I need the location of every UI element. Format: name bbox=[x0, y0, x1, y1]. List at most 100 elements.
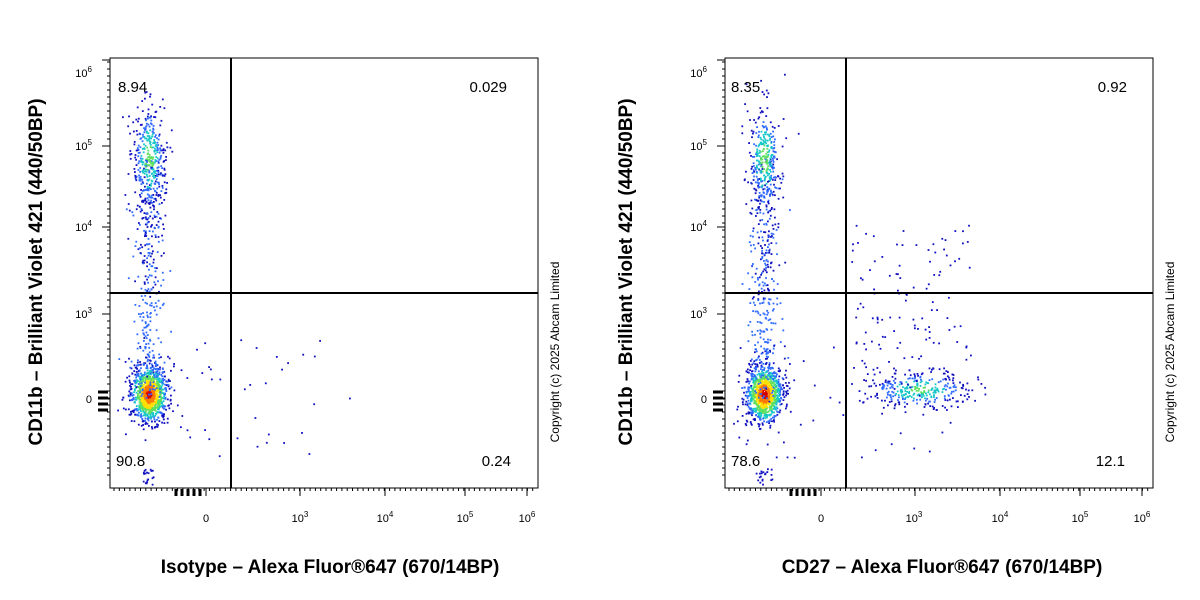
event-dot bbox=[151, 201, 154, 204]
event-dot bbox=[144, 386, 146, 389]
event-dot bbox=[751, 330, 753, 333]
event-dot bbox=[881, 256, 884, 258]
event-dot bbox=[148, 153, 151, 156]
event-dot bbox=[127, 237, 130, 240]
event-dot bbox=[949, 421, 952, 424]
event-dot bbox=[765, 363, 767, 365]
event-dot bbox=[140, 137, 143, 140]
event-dot bbox=[139, 392, 141, 395]
event-dot bbox=[765, 205, 768, 208]
event-dot bbox=[919, 385, 922, 387]
event-dot bbox=[751, 375, 753, 378]
event-dot bbox=[760, 138, 763, 141]
event-dot bbox=[170, 394, 172, 397]
event-dot bbox=[929, 260, 931, 263]
event-dot bbox=[757, 399, 760, 402]
event-dot bbox=[759, 211, 762, 214]
event-dot bbox=[166, 398, 169, 401]
event-dot bbox=[752, 388, 755, 391]
event-dot bbox=[139, 347, 142, 349]
event-dot bbox=[754, 167, 757, 169]
event-dot bbox=[956, 400, 959, 403]
event-dot bbox=[761, 381, 763, 383]
event-dot bbox=[756, 387, 758, 390]
event-dot bbox=[767, 384, 770, 387]
event-dot bbox=[941, 405, 944, 407]
event-dot bbox=[161, 383, 164, 386]
event-dot bbox=[158, 407, 160, 410]
event-dot bbox=[761, 376, 764, 379]
event-dot bbox=[153, 116, 155, 118]
event-dot bbox=[147, 221, 150, 223]
event-dot bbox=[764, 402, 766, 404]
event-dot bbox=[759, 412, 762, 414]
event-dot bbox=[767, 374, 770, 377]
event-dot bbox=[144, 482, 147, 485]
event-dot bbox=[751, 397, 753, 399]
event-dot bbox=[759, 107, 762, 109]
event-dot bbox=[863, 379, 865, 381]
quadrant-lower-left: 78.6 bbox=[731, 453, 760, 470]
event-dot bbox=[770, 236, 772, 238]
event-dot bbox=[767, 338, 769, 341]
event-dot bbox=[768, 422, 770, 424]
event-dot bbox=[155, 387, 158, 390]
event-dot bbox=[760, 410, 762, 413]
event-dot bbox=[962, 242, 964, 245]
event-dot bbox=[762, 412, 765, 414]
event-dot bbox=[915, 244, 918, 246]
event-dot bbox=[754, 304, 756, 306]
event-dot bbox=[758, 276, 761, 279]
event-dot bbox=[167, 380, 170, 382]
event-dot bbox=[751, 172, 754, 174]
event-dot bbox=[759, 202, 761, 205]
event-dot bbox=[155, 313, 158, 316]
event-dot bbox=[767, 155, 769, 158]
event-dot bbox=[150, 156, 153, 158]
event-dot bbox=[749, 380, 751, 383]
event-dot bbox=[137, 155, 140, 158]
event-dot bbox=[939, 270, 942, 273]
event-dot bbox=[129, 392, 132, 395]
event-dot bbox=[149, 95, 151, 98]
event-dot bbox=[139, 178, 142, 180]
event-dot bbox=[741, 387, 743, 389]
event-dot bbox=[772, 309, 774, 312]
event-dot bbox=[755, 385, 758, 388]
event-dot bbox=[768, 406, 771, 409]
event-dot bbox=[866, 373, 869, 375]
event-dot bbox=[933, 394, 935, 397]
event-dot bbox=[762, 372, 765, 375]
event-dot bbox=[139, 252, 142, 254]
event-dot bbox=[129, 150, 132, 152]
event-dot bbox=[897, 401, 900, 404]
event-dot bbox=[144, 335, 147, 338]
event-dot bbox=[777, 378, 780, 381]
event-dot bbox=[783, 396, 786, 398]
event-dot bbox=[141, 417, 144, 420]
event-dot bbox=[777, 175, 779, 177]
event-dot bbox=[167, 384, 170, 386]
event-dot bbox=[158, 203, 161, 205]
event-dot bbox=[142, 409, 144, 412]
event-dot bbox=[144, 301, 147, 304]
plot-area: 8.94 0.029 90.8 0.24 bbox=[109, 57, 539, 489]
event-dot bbox=[762, 385, 765, 388]
event-dot bbox=[936, 309, 938, 311]
event-dot bbox=[914, 388, 916, 391]
event-dot bbox=[871, 317, 874, 320]
event-dot bbox=[150, 179, 153, 182]
event-dot bbox=[758, 160, 761, 163]
event-dot bbox=[747, 324, 750, 327]
event-dot bbox=[160, 385, 163, 388]
event-dot bbox=[769, 175, 771, 178]
event-dot bbox=[756, 178, 759, 181]
event-dot bbox=[894, 394, 897, 397]
event-dot bbox=[769, 407, 772, 410]
event-dot bbox=[775, 242, 778, 245]
event-dot bbox=[129, 394, 132, 396]
event-dot bbox=[142, 349, 145, 352]
event-dot bbox=[153, 201, 155, 203]
event-dot bbox=[774, 383, 777, 386]
event-dot bbox=[162, 302, 165, 305]
